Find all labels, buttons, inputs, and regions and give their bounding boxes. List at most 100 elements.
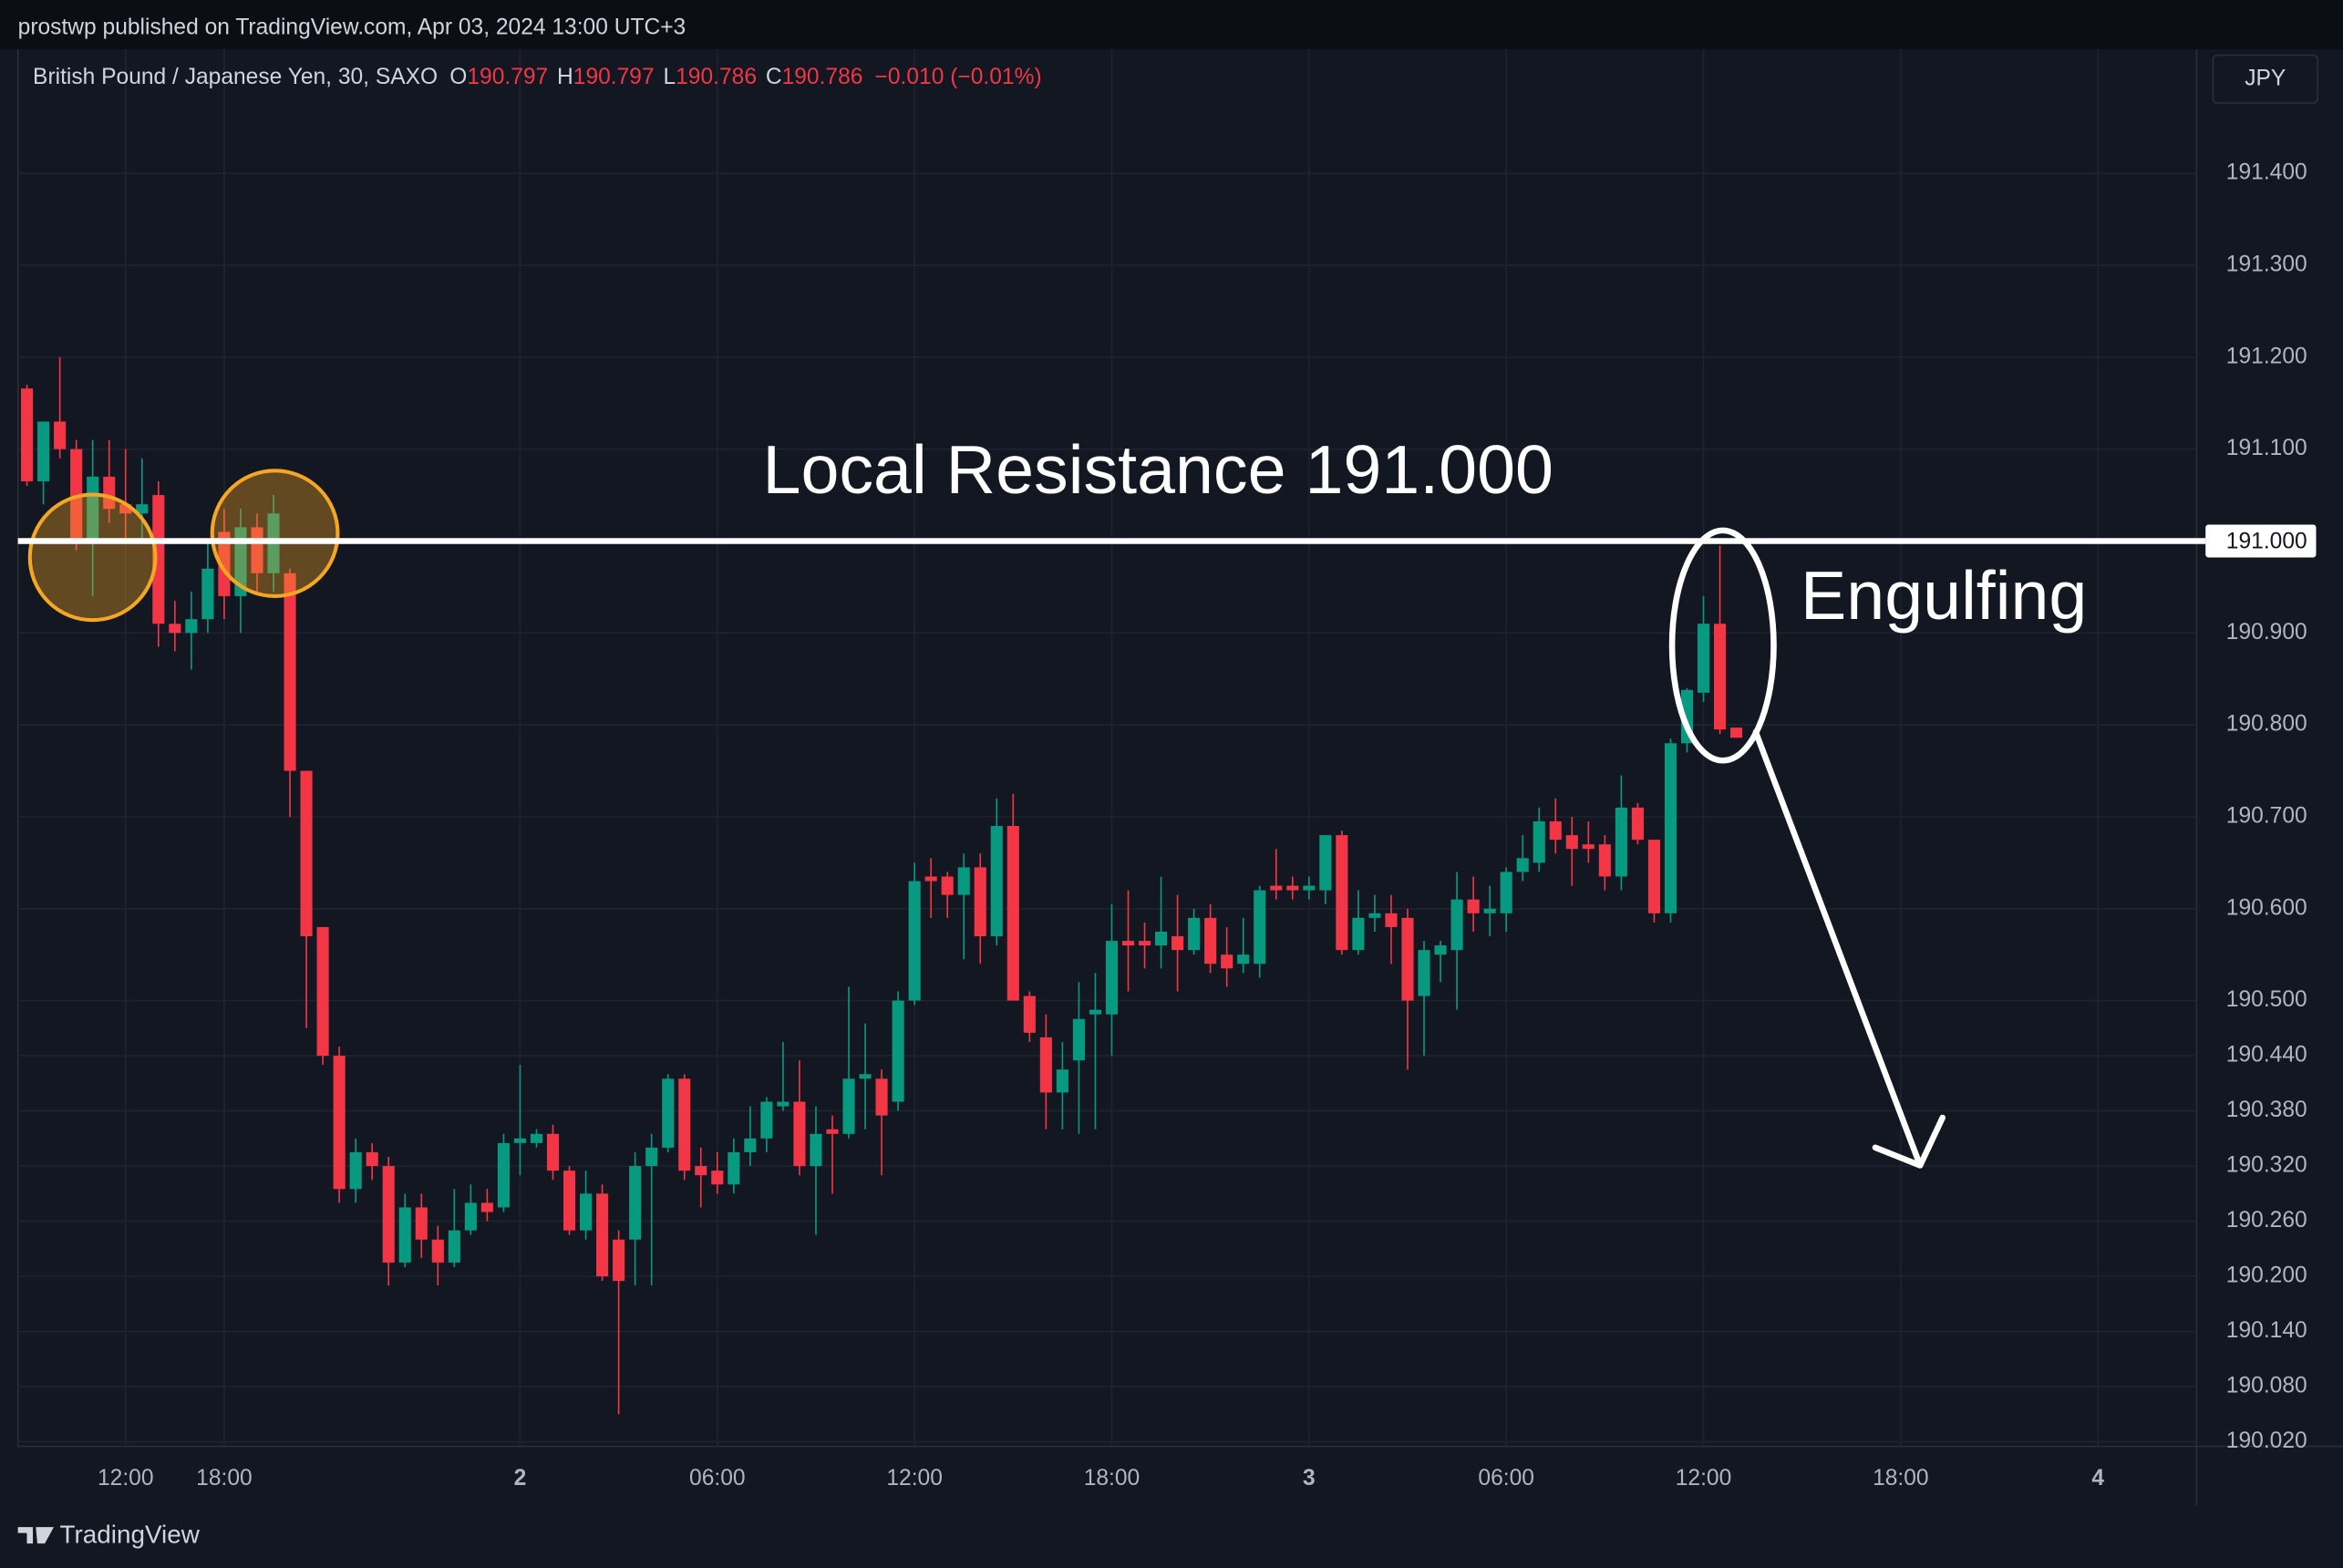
candle-body bbox=[711, 1171, 724, 1185]
candle-body bbox=[826, 1129, 839, 1134]
ohlc-value: 190.786 bbox=[782, 65, 863, 89]
ohlc-value: 190.786 bbox=[676, 65, 757, 89]
candle-body bbox=[1303, 885, 1316, 891]
ohlc-key: O bbox=[449, 65, 467, 89]
symbol-header: British Pound / Japanese Yen, 30, SAXO O1… bbox=[33, 65, 1042, 89]
candle-body bbox=[760, 1101, 773, 1139]
y-tick-label: 190.080 bbox=[2226, 1374, 2307, 1398]
y-tick-label: 190.140 bbox=[2226, 1318, 2307, 1343]
x-tick-label: 2 bbox=[514, 1466, 527, 1491]
y-tick-label: 190.380 bbox=[2226, 1098, 2307, 1122]
candle-body bbox=[1582, 844, 1595, 850]
highlight-circle bbox=[27, 492, 158, 623]
candle-body bbox=[990, 826, 1003, 937]
x-tick-label: 18:00 bbox=[1084, 1466, 1141, 1491]
candle-body bbox=[1023, 995, 1036, 1033]
x-tick-label: 18:00 bbox=[1873, 1466, 1929, 1491]
candle-body bbox=[810, 1133, 822, 1167]
brand-logo bbox=[17, 1527, 55, 1544]
resistance-text: Local Resistance 191.000 bbox=[763, 431, 1553, 508]
x-tick-label: 06:00 bbox=[689, 1466, 746, 1491]
x-tick-label: 3 bbox=[1303, 1466, 1316, 1491]
candle-body bbox=[1401, 917, 1414, 1001]
candle-body bbox=[1204, 917, 1217, 965]
candle-body bbox=[1483, 908, 1496, 913]
y-tick-label: 190.900 bbox=[2226, 620, 2307, 645]
candle-body bbox=[398, 1207, 411, 1263]
candle-body bbox=[859, 1074, 872, 1079]
candle-body bbox=[37, 421, 50, 481]
candle-body bbox=[1368, 913, 1381, 918]
candle-body bbox=[54, 421, 67, 449]
y-tick-label: 190.700 bbox=[2226, 803, 2307, 828]
y-tick-label: 191.200 bbox=[2226, 344, 2307, 368]
candle-body bbox=[1270, 885, 1283, 891]
candle-body bbox=[1039, 1037, 1052, 1093]
candle-body bbox=[1598, 844, 1611, 877]
candle-body bbox=[1533, 820, 1545, 863]
candle-body bbox=[793, 1101, 806, 1167]
y-tick-label: 190.320 bbox=[2226, 1153, 2307, 1178]
candle-body bbox=[1565, 835, 1578, 850]
change: −0.010 (−0.01%) bbox=[875, 65, 1042, 89]
candle-body bbox=[1089, 1009, 1102, 1015]
candle-body bbox=[349, 1151, 362, 1190]
candle-body bbox=[613, 1239, 625, 1282]
y-tick-label: 190.800 bbox=[2226, 712, 2307, 737]
candle-body bbox=[1336, 835, 1348, 951]
candle-body bbox=[1647, 840, 1660, 913]
candle-body bbox=[1418, 950, 1430, 996]
candle-body bbox=[1631, 807, 1644, 841]
candle-body bbox=[1516, 858, 1529, 872]
candle-body bbox=[136, 504, 149, 514]
ohlc-value: 190.797 bbox=[467, 65, 548, 89]
candle-body bbox=[21, 388, 34, 481]
candle-body bbox=[530, 1133, 543, 1143]
y-tick-label: 191.400 bbox=[2226, 160, 2307, 185]
candle-body bbox=[645, 1147, 658, 1167]
candle-body bbox=[497, 1142, 510, 1208]
x-tick-label: 06:00 bbox=[1478, 1466, 1534, 1491]
x-tick-label: 4 bbox=[2091, 1466, 2104, 1491]
candle-body bbox=[777, 1101, 790, 1107]
candle-body bbox=[464, 1202, 477, 1231]
ohlc-key: L bbox=[663, 65, 676, 89]
candle-body bbox=[1006, 826, 1019, 1001]
resistance-price-label: 191.000 bbox=[2226, 530, 2307, 554]
candle-body bbox=[480, 1202, 493, 1212]
candle-body bbox=[1664, 743, 1677, 913]
candle-body bbox=[974, 867, 986, 937]
top-bar bbox=[0, 0, 2343, 50]
logo-mark bbox=[17, 1527, 55, 1544]
candle-body bbox=[1713, 624, 1727, 730]
candle-body bbox=[1138, 941, 1151, 946]
candle-body bbox=[415, 1207, 428, 1240]
candle-body bbox=[1121, 941, 1135, 946]
currency[interactable]: JPY bbox=[2245, 66, 2286, 90]
currency-box[interactable] bbox=[2212, 54, 2318, 104]
candle-body bbox=[169, 624, 181, 634]
highlight-circle bbox=[210, 469, 340, 599]
candle-body bbox=[1188, 917, 1201, 951]
brand: TradingView bbox=[60, 1520, 201, 1548]
x-tick-label: 12:00 bbox=[1676, 1466, 1732, 1491]
candle-body bbox=[152, 495, 165, 624]
arrow bbox=[1752, 728, 1946, 1169]
y-tick-label: 190.020 bbox=[2226, 1429, 2307, 1453]
x-tick-label: 18:00 bbox=[196, 1466, 253, 1491]
candle-body bbox=[1237, 954, 1250, 965]
candle-body bbox=[1221, 954, 1233, 969]
x-tick-label: 12:00 bbox=[886, 1466, 943, 1491]
candle-body bbox=[513, 1138, 527, 1143]
candle-body bbox=[957, 867, 970, 895]
candle-body bbox=[744, 1138, 757, 1152]
candle-body bbox=[941, 876, 954, 895]
candle-body bbox=[333, 1056, 346, 1190]
pattern-text: Engulfing bbox=[1801, 557, 2087, 634]
candle-body bbox=[596, 1193, 609, 1277]
candle-body bbox=[1434, 945, 1447, 955]
candle-body bbox=[1615, 807, 1627, 877]
candle-body bbox=[284, 573, 296, 771]
